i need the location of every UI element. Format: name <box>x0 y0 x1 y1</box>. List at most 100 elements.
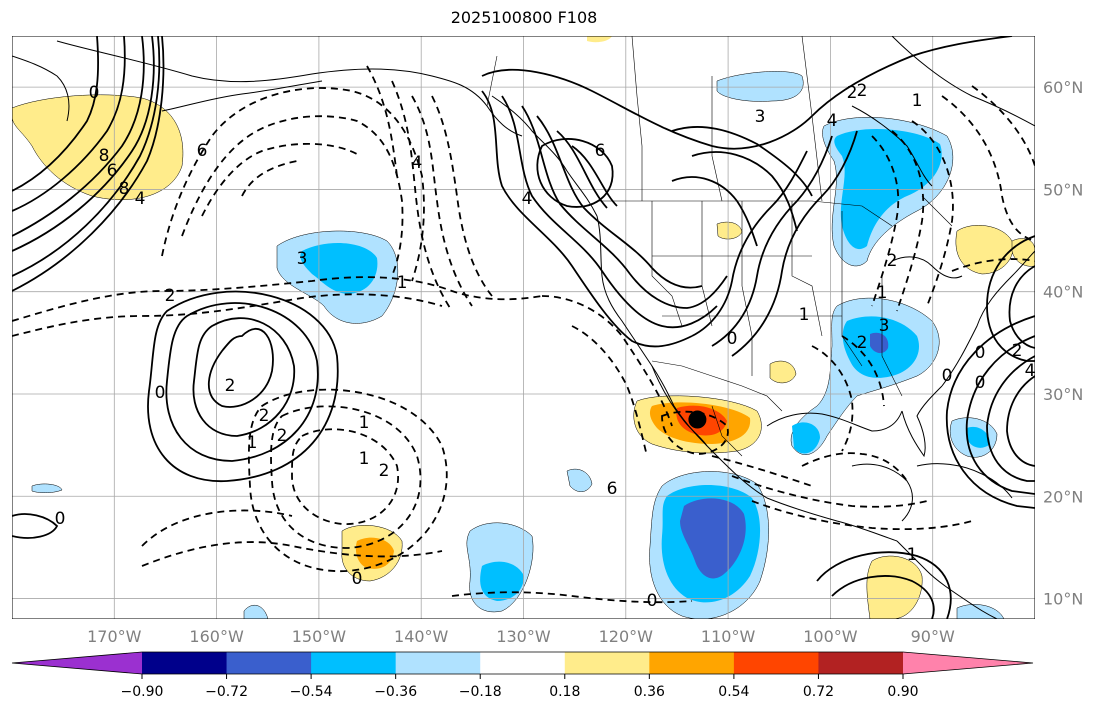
border-us-canada <box>597 200 893 227</box>
border-state9 <box>631 36 643 201</box>
lon-tick-label: 110°W <box>701 627 756 646</box>
contour-label: 1 <box>907 545 918 565</box>
contour-dashed-gulf2 <box>811 345 854 452</box>
colorbar-segment <box>733 652 819 674</box>
colorbar-segments <box>11 651 1034 675</box>
contour-dashed-7 <box>431 95 493 297</box>
contour-solid-bc <box>536 138 614 208</box>
coast-russia <box>12 55 70 122</box>
border-state3 <box>741 201 753 376</box>
colorbar-segment <box>564 652 650 674</box>
fill-negative-sp-mid <box>480 561 524 601</box>
contour-label: 4 <box>135 189 146 209</box>
contour-solid-r3 <box>731 130 858 357</box>
fill-negative-gulf <box>792 422 820 454</box>
fill-negative-cp-mid <box>300 242 378 294</box>
contour-solid-ll <box>12 513 59 539</box>
contour-solid-nw6 <box>12 36 99 192</box>
coast-uswest <box>596 215 675 407</box>
coast-yucatan <box>851 463 913 522</box>
contour-label: 3 <box>755 107 766 127</box>
contour-dashed-8 <box>411 95 473 307</box>
contour-dashed-5 <box>201 142 358 217</box>
fill-negative-atl-mid <box>967 426 990 448</box>
gridlines <box>12 36 1035 619</box>
coast-florida <box>901 385 943 458</box>
contour-label: 1 <box>799 305 810 325</box>
coast-bc <box>491 95 598 217</box>
colorbar-extend-high <box>903 652 1033 674</box>
colorbar-segment <box>226 652 312 674</box>
border-state8 <box>881 276 903 397</box>
storm-center-marker <box>688 410 707 429</box>
border-state10 <box>711 76 723 202</box>
contour-label: 0 <box>89 83 100 103</box>
contour-dashed-9 <box>391 80 453 312</box>
colorbar-segment <box>311 652 397 674</box>
fill-negative-small2 <box>31 483 63 493</box>
colorbar-segment <box>142 652 228 674</box>
contour-label: 0 <box>942 366 953 386</box>
colorbar-tick-label: 0.54 <box>718 684 749 700</box>
contour-dashed-eq1 <box>451 591 693 604</box>
contour-solid-na4 <box>521 105 728 309</box>
contour-label: 0 <box>975 373 986 393</box>
latitude-label-panel: 60°N 50°N 40°N 30°N 20°N 10°N <box>1043 78 1083 609</box>
fill-positive-sp-mid <box>355 537 394 569</box>
contour-label: 2 <box>887 251 898 271</box>
contour-label: 0 <box>727 329 738 349</box>
lat-tick-label: 10°N <box>1043 590 1083 609</box>
contour-dashed-mx3 <box>711 455 813 487</box>
contour-label: 2 <box>857 81 868 101</box>
fill-positive-top <box>587 36 612 43</box>
contour-label: 0 <box>55 509 66 529</box>
contour-solid-na1 <box>481 36 1013 150</box>
contour-solid-east6 <box>945 315 1035 509</box>
contour-label: 8 <box>119 179 130 199</box>
contour-label: 6 <box>107 161 118 181</box>
contour-label: 0 <box>155 383 166 403</box>
contour-dashed-bj <box>661 410 729 455</box>
contour-label: 3 <box>879 316 890 336</box>
colorbar-labels: −0.90 −0.72 −0.54 −0.36 −0.18 0.18 0.36 0.54 0.7… <box>121 674 919 700</box>
contour-solid-nw5 <box>12 36 126 212</box>
contour-solid-nw4 <box>12 36 165 292</box>
fill-positive-ne <box>955 225 1014 275</box>
colorbar-tick-label: −0.72 <box>205 684 248 700</box>
contour-dashed-mx5 <box>751 500 973 531</box>
border-us-mexico <box>651 360 783 412</box>
contour-label: 0 <box>352 569 363 589</box>
fill-negative-ep-dark <box>680 498 746 579</box>
contour-label: 3 <box>297 249 308 269</box>
border-state1 <box>651 201 683 327</box>
colorbar-segment <box>480 652 566 674</box>
colorbar: −0.90 −0.72 −0.54 −0.36 −0.18 0.18 0.36 0.54 0.7… <box>11 651 1034 700</box>
lon-tick-label: 130°W <box>496 627 551 646</box>
lon-tick-label: 120°W <box>599 627 654 646</box>
contour-solid-east5 <box>1006 375 1035 467</box>
coast-aleutians <box>161 80 323 112</box>
contour-dashed-ec3 <box>911 120 954 307</box>
lon-tick-label: 170°W <box>87 627 142 646</box>
colorbar-tick-label: −0.18 <box>459 684 502 700</box>
contour-solid-r5 <box>691 151 798 232</box>
lon-tick-label: 100°W <box>803 627 858 646</box>
colorbar-tick-label: 0.18 <box>549 684 580 700</box>
border-mx-state1 <box>711 405 743 457</box>
contour-solid-cp2 <box>192 317 296 437</box>
contour-label: 4 <box>522 189 533 209</box>
contour-label: 2 <box>847 83 858 103</box>
fill-negative-se-dark <box>870 332 889 354</box>
contour-solid-r2 <box>711 135 833 347</box>
fill-positive-carib <box>866 555 923 619</box>
contour-label: 6 <box>607 479 618 499</box>
contour-label: 1 <box>359 449 370 469</box>
contour-dashed-low5 <box>141 541 443 567</box>
contours-dashed <box>12 65 1035 604</box>
contour-solid-east3 <box>965 335 1035 495</box>
contour-dashed-ec1 <box>871 135 900 307</box>
contour-dashed-ec6 <box>951 258 1035 272</box>
contour-dashed-low2 <box>270 405 422 549</box>
